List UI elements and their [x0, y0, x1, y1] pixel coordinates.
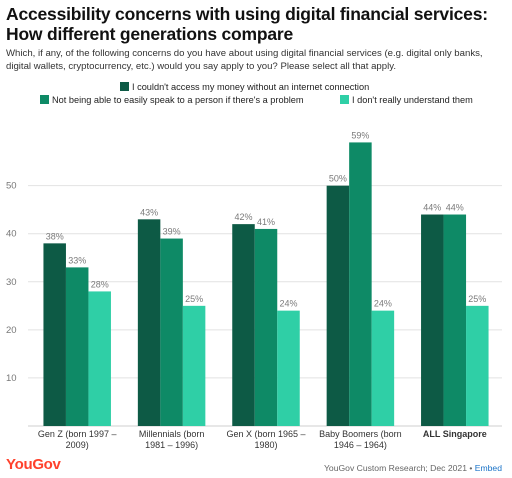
data-label-3-series-2: 59%: [351, 130, 369, 140]
x-category-label-0-line-1: 2009): [66, 440, 89, 450]
data-label-4-series-2: 44%: [446, 203, 464, 213]
bar-1-series-3: [182, 305, 206, 426]
legend-swatch-series-1: [120, 82, 129, 91]
chart-title: Accessibility concerns with using digita…: [6, 4, 488, 44]
legend-label-series-3: I don't really understand them: [352, 95, 473, 105]
chart-subtitle: Which, if any, of the following concerns…: [6, 48, 483, 72]
data-label-2-series-1: 42%: [234, 212, 252, 222]
data-label-4-series-3: 25%: [468, 294, 486, 304]
data-label-2-series-3: 24%: [279, 299, 297, 309]
y-tick-label-40: 40: [6, 229, 17, 240]
data-label-1-series-2: 39%: [163, 227, 181, 237]
x-category-label-0-line-0: Gen Z (born 1997 –: [38, 429, 117, 439]
data-label-3-series-3: 24%: [374, 299, 392, 309]
x-category-label-2-line-0: Gen X (born 1965 –: [226, 429, 305, 439]
data-label-0-series-2: 33%: [68, 255, 86, 265]
bar-2-series-3: [277, 310, 300, 426]
y-tick-label-50: 50: [6, 181, 17, 192]
x-category-label-1-line-1: 1981 – 1996): [145, 440, 198, 450]
bar-4-series-2: [443, 214, 467, 426]
x-category-label-2-line-1: 1980): [254, 440, 277, 450]
y-tick-label-20: 20: [6, 325, 17, 336]
bar-0-series-1: [43, 243, 66, 426]
data-label-1-series-1: 43%: [140, 207, 158, 217]
bar-3-series-2: [349, 142, 372, 426]
data-label-4-series-1: 44%: [423, 203, 441, 213]
source-note: YouGov Custom Research; Dec 2021 • Embed: [324, 463, 502, 473]
x-category-label-3-line-1: 1946 – 1964): [334, 440, 387, 450]
legend-label-series-1: I couldn't access my money without an in…: [132, 82, 370, 92]
y-tick-label-10: 10: [6, 373, 17, 384]
data-label-3-series-1: 50%: [329, 174, 347, 184]
data-label-2-series-2: 41%: [257, 217, 275, 227]
legend-swatch-series-2: [40, 95, 49, 104]
bar-4-series-3: [466, 305, 489, 426]
legend-item-series-3: I don't really understand them: [340, 94, 473, 106]
yougov-logo: YouGov: [6, 456, 61, 473]
embed-link[interactable]: Embed: [474, 463, 502, 473]
x-category-label-3-line-0: Baby Boomers (born: [319, 429, 402, 439]
legend-label-series-2: Not being able to easily speak to a pers…: [52, 95, 304, 105]
data-label-1-series-3: 25%: [185, 294, 203, 304]
data-label-0-series-3: 28%: [91, 279, 109, 289]
x-category-label-4-line-0: ALL Singapore: [423, 429, 487, 439]
data-label-0-series-1: 38%: [46, 231, 64, 241]
bar-2-series-1: [232, 224, 255, 426]
legend-item-series-1: I couldn't access my money without an in…: [120, 81, 369, 93]
bar-1-series-2: [160, 238, 183, 426]
y-tick-label-30: 30: [6, 277, 17, 288]
bar-2-series-2: [254, 228, 278, 426]
source-text: YouGov Custom Research; Dec 2021 •: [323, 463, 475, 473]
bar-3-series-3: [371, 310, 395, 426]
bar-4-series-1: [421, 214, 444, 426]
bar-0-series-2: [65, 267, 89, 426]
x-category-label-1-line-0: Millennials (born: [139, 429, 205, 439]
legend-swatch-series-3: [340, 95, 349, 104]
bar-3-series-1: [326, 185, 350, 426]
bar-1-series-1: [137, 219, 161, 426]
legend-item-series-2: Not being able to easily speak to a pers…: [40, 94, 304, 106]
bar-0-series-3: [88, 291, 111, 426]
